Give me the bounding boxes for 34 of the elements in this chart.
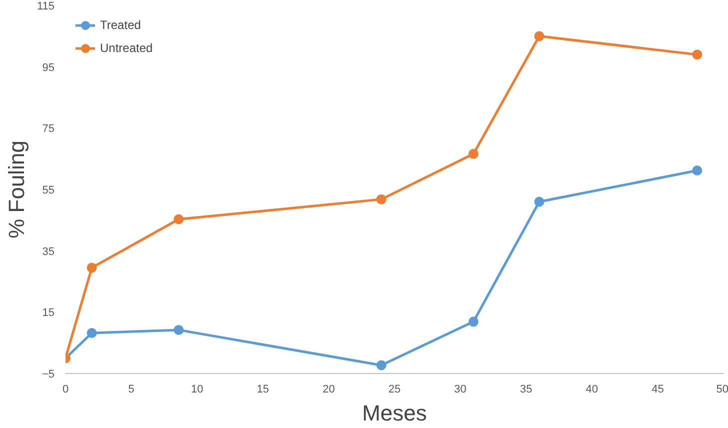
point bbox=[174, 324, 184, 335]
point bbox=[692, 50, 702, 60]
x-tick-label: 40 bbox=[586, 384, 598, 396]
y-tick-label: 55 bbox=[42, 184, 55, 196]
point bbox=[534, 196, 544, 207]
x-tick-label: 5 bbox=[128, 384, 134, 396]
x-axis-title: Meses bbox=[362, 400, 427, 426]
y-tick-label: 75 bbox=[42, 123, 55, 136]
point bbox=[468, 148, 478, 159]
x-tick-label: 35 bbox=[520, 384, 532, 396]
point bbox=[376, 360, 386, 370]
y-tick-label: 115 bbox=[36, 0, 55, 12]
x-tick-label: 15 bbox=[256, 384, 270, 396]
x-tick-label: 10 bbox=[190, 384, 204, 396]
y-axis-title: % Fouling bbox=[4, 140, 29, 238]
x-tick-label: 50 bbox=[716, 384, 728, 396]
point bbox=[86, 328, 97, 338]
point bbox=[174, 214, 184, 224]
x-tick-label: 30 bbox=[454, 384, 466, 396]
y-tick-label: 35 bbox=[42, 246, 55, 258]
point bbox=[534, 31, 544, 42]
point bbox=[692, 165, 702, 176]
point bbox=[86, 262, 97, 273]
legend-label: Treated bbox=[100, 18, 141, 32]
x-tick-label: 20 bbox=[322, 384, 335, 396]
point bbox=[468, 316, 478, 327]
x-tick-label: 0 bbox=[62, 384, 69, 396]
y-tick-label: 15 bbox=[42, 307, 55, 320]
y-tick-label: 95 bbox=[42, 62, 55, 74]
legend-label: Untreated bbox=[100, 41, 153, 55]
point bbox=[376, 194, 386, 204]
x-tick-label: 45 bbox=[652, 384, 664, 396]
y-tick-label: −5 bbox=[42, 368, 55, 380]
x-tick-label: 25 bbox=[388, 384, 401, 396]
